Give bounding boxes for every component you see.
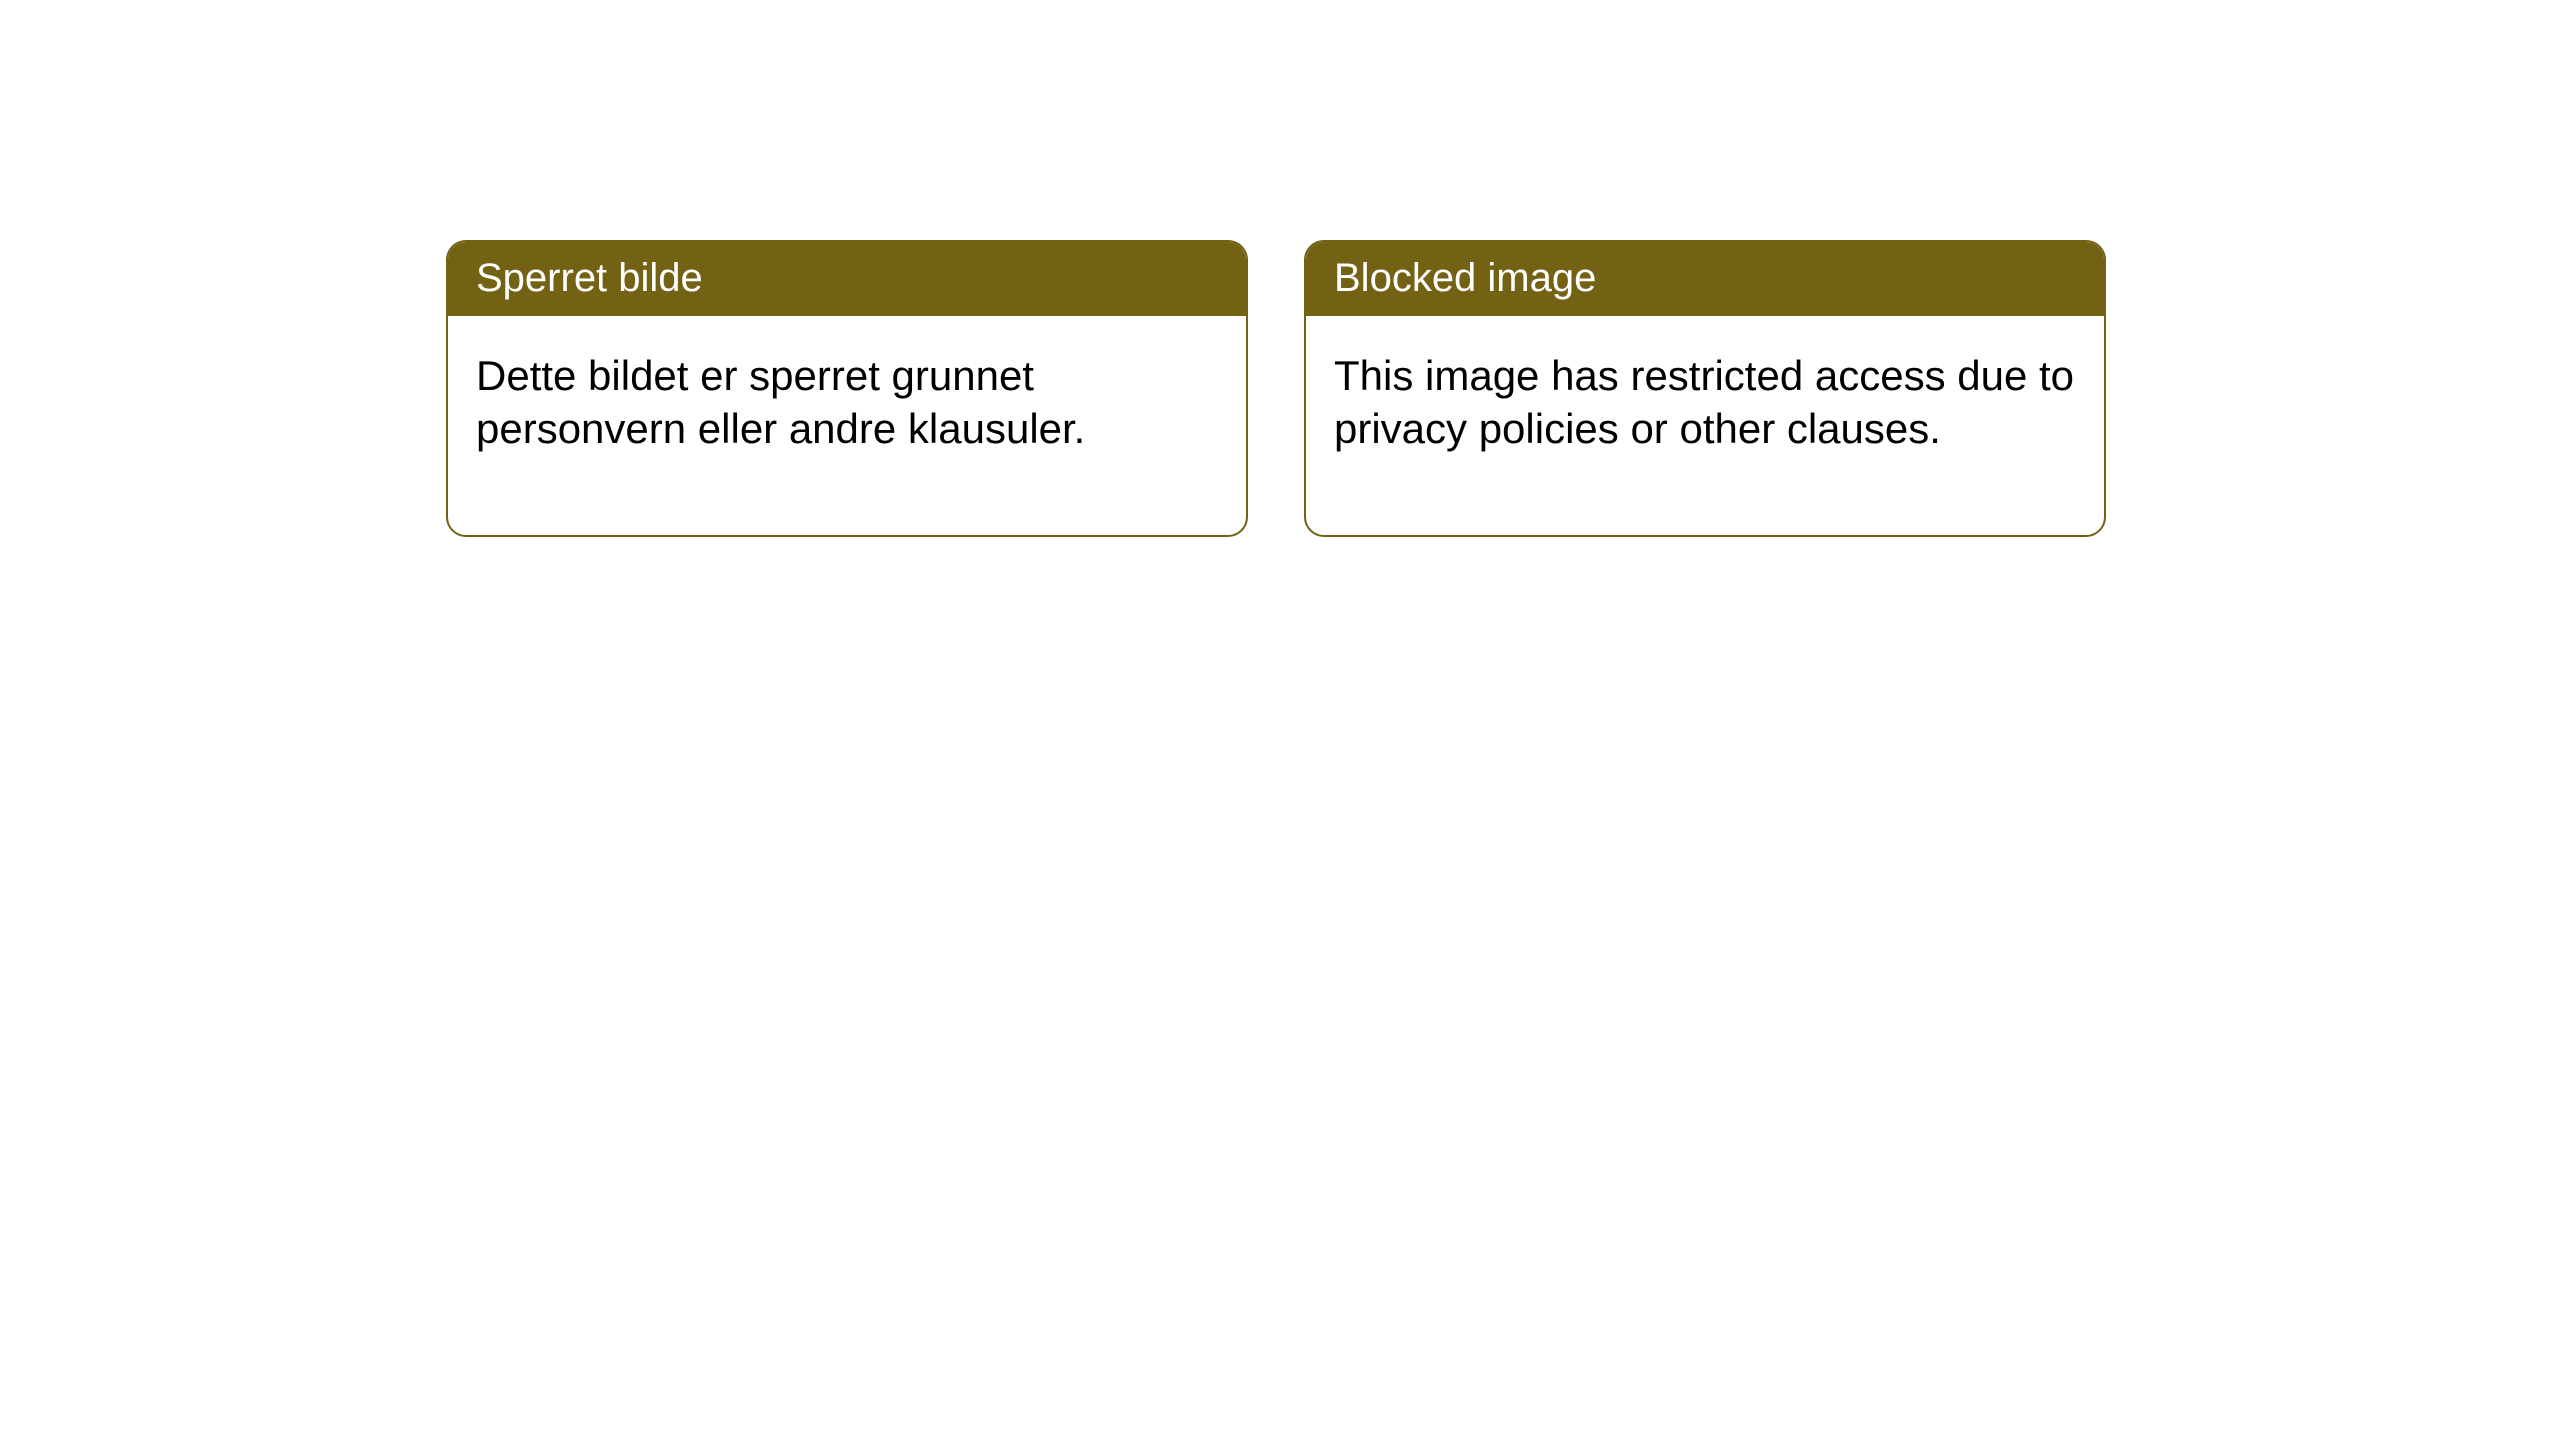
card-body: This image has restricted access due to … [1306,316,2104,535]
card-header: Sperret bilde [448,242,1246,316]
card-title: Sperret bilde [476,256,703,300]
notice-card-norwegian: Sperret bilde Dette bildet er sperret gr… [446,240,1248,537]
card-body: Dette bildet er sperret grunnet personve… [448,316,1246,535]
card-header: Blocked image [1306,242,2104,316]
notice-card-english: Blocked image This image has restricted … [1304,240,2106,537]
notice-card-container: Sperret bilde Dette bildet er sperret gr… [446,240,2106,537]
card-title: Blocked image [1334,256,1596,300]
card-body-text: This image has restricted access due to … [1334,352,2074,452]
card-body-text: Dette bildet er sperret grunnet personve… [476,352,1085,452]
